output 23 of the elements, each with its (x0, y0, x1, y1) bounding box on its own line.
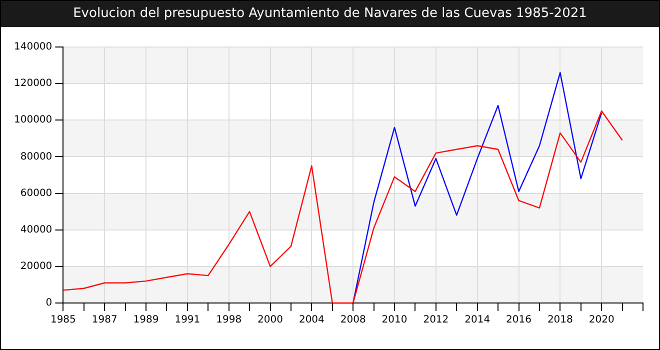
y-tick-label: 80000 (20, 151, 52, 162)
x-tick-label: 2004 (298, 314, 324, 326)
y-tick-label: 120000 (14, 78, 52, 90)
y-tick-label: 0 (46, 298, 52, 309)
x-tick-label: 2018 (547, 314, 573, 326)
x-tick-label: 1987 (92, 314, 118, 326)
x-tick-label: 1985 (50, 314, 76, 326)
x-tick-label: 2020 (588, 314, 614, 326)
y-tick-label: 60000 (20, 188, 52, 199)
y-tick-label: 20000 (20, 261, 52, 272)
x-tick-label: 2012 (423, 314, 449, 326)
x-tick-label: 2000 (258, 314, 283, 326)
x-tick-label: 1991 (174, 314, 200, 326)
x-tick-label: 2016 (506, 314, 532, 326)
y-tick-label: 100000 (14, 114, 52, 126)
x-tick-label: 2010 (382, 314, 408, 326)
chart-title: Evolucion del presupuesto Ayuntamiento de Navares de las Cuevas 1985-2021 (1, 1, 659, 27)
x-tick-label: 2008 (340, 314, 366, 326)
x-tick-label: 1998 (216, 314, 242, 326)
x-tick-label: 2014 (464, 314, 490, 326)
x-tick-label: 1989 (133, 314, 159, 326)
y-tick-label: 40000 (20, 224, 52, 236)
y-tick-label: 140000 (14, 42, 52, 53)
